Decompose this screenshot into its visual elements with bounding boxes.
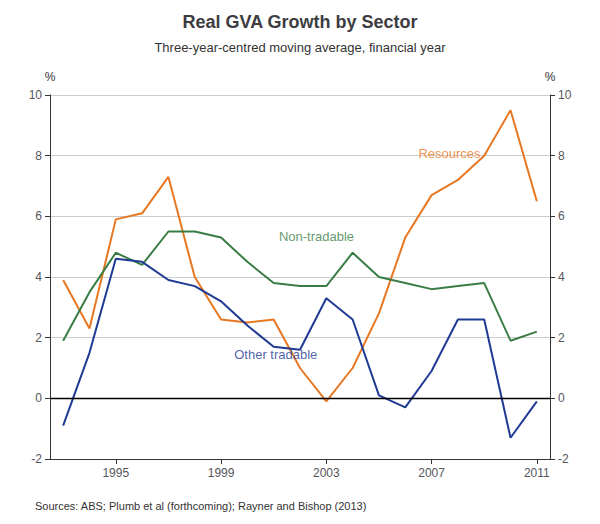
svg-text:8: 8 — [558, 149, 565, 163]
svg-text:2003: 2003 — [313, 466, 340, 480]
svg-text:6: 6 — [558, 209, 565, 223]
svg-text:Other tradable: Other tradable — [234, 347, 317, 362]
svg-text:1995: 1995 — [102, 466, 129, 480]
svg-text:8: 8 — [35, 149, 42, 163]
svg-text:6: 6 — [35, 209, 42, 223]
svg-text:-2: -2 — [31, 452, 42, 466]
svg-text:2011: 2011 — [524, 466, 550, 480]
svg-text:10: 10 — [558, 88, 572, 102]
svg-text:-2: -2 — [558, 452, 569, 466]
svg-text:0: 0 — [35, 391, 42, 405]
svg-text:Three-year-centred moving aver: Three-year-centred moving average, finan… — [154, 40, 446, 55]
svg-text:Real GVA Growth by Sector: Real GVA Growth by Sector — [182, 12, 417, 32]
svg-text:2: 2 — [35, 331, 42, 345]
svg-text:Non-tradable: Non-tradable — [279, 229, 354, 244]
svg-text:%: % — [45, 70, 56, 84]
svg-text:10: 10 — [29, 88, 43, 102]
svg-text:4: 4 — [35, 270, 42, 284]
svg-text:1999: 1999 — [208, 466, 235, 480]
svg-text:2: 2 — [558, 331, 565, 345]
svg-text:0: 0 — [558, 391, 565, 405]
svg-text:%: % — [545, 70, 556, 84]
svg-text:4: 4 — [558, 270, 565, 284]
svg-text:2007: 2007 — [418, 466, 445, 480]
svg-text:Resources: Resources — [418, 146, 481, 161]
svg-text:Sources: ABS; Plumb et al (for: Sources: ABS; Plumb et al (forthcoming);… — [35, 500, 366, 512]
